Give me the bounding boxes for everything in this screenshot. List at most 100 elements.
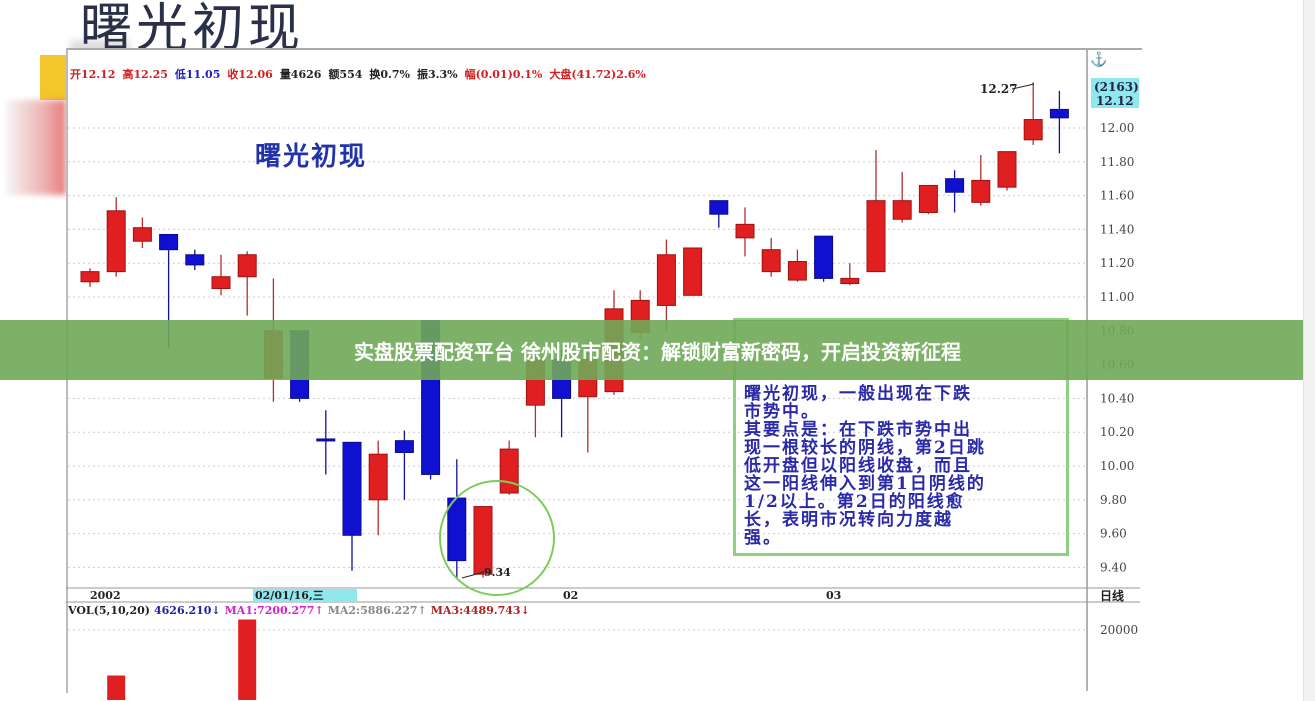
volume-legend-item: VOL(5,10,20) bbox=[68, 604, 150, 617]
date-axis-label: 03 bbox=[826, 589, 841, 602]
quote-field: 大盘(41.72)2.6% bbox=[549, 68, 646, 81]
note-line: 现一根较长的阴线，第2日跳 bbox=[744, 438, 986, 458]
candle-body bbox=[709, 200, 729, 215]
candle-body bbox=[761, 249, 781, 273]
candle bbox=[735, 207, 755, 257]
price-tick-label: 10.00 bbox=[1100, 459, 1134, 473]
candle-body bbox=[132, 227, 152, 242]
candle-body bbox=[368, 453, 388, 501]
price-tick-label: 11.80 bbox=[1100, 155, 1134, 169]
candle bbox=[709, 200, 729, 228]
note-line: 曙光初现，一般出现在下跌 bbox=[744, 384, 972, 404]
quote-field: 幅(0.01)0.1% bbox=[464, 68, 543, 81]
price-tick-label: 11.00 bbox=[1100, 290, 1134, 304]
candle bbox=[683, 247, 703, 296]
article-banner[interactable]: 实盘股票配资平台 徐州股市配资：解锁财富新密码，开启投资新征程 bbox=[0, 320, 1315, 380]
candle bbox=[185, 249, 205, 270]
note-line: 1/2以上。第2日的阳线愈 bbox=[744, 492, 965, 512]
quote-field: 开12.12 bbox=[70, 68, 116, 81]
candle-body bbox=[211, 276, 231, 290]
date-axis-label: 02 bbox=[563, 589, 578, 602]
candle-body bbox=[866, 200, 886, 273]
candle bbox=[761, 237, 781, 277]
volume-bar bbox=[107, 675, 126, 700]
price-tick-label: 11.20 bbox=[1100, 256, 1134, 270]
candle bbox=[80, 268, 100, 287]
candle bbox=[997, 151, 1017, 191]
chart-title: 曙光初现 bbox=[255, 142, 368, 172]
volume-bar bbox=[238, 619, 257, 700]
date-axis-label: 2002 bbox=[90, 589, 121, 602]
explanation-note: 曙光初现，一般出现在下跌 市势中。 其要点是：在下跌市势中出 现一根较长的阴线，第2日… bbox=[733, 318, 1069, 556]
high-annotation: 12.27 bbox=[980, 82, 1018, 96]
candle-body bbox=[185, 254, 205, 266]
candle-body bbox=[316, 438, 336, 442]
candle-body bbox=[159, 233, 179, 251]
note-line: 长，表明市况转向力度越 bbox=[744, 510, 953, 530]
period-label: 日线 bbox=[1100, 588, 1124, 603]
price-tick-label: 9.60 bbox=[1100, 527, 1127, 541]
page-scrollbar[interactable] bbox=[1303, 0, 1315, 701]
candle bbox=[368, 440, 388, 536]
candle-body bbox=[499, 448, 519, 494]
quote-info-line: 开12.12 高12.25 低11.05 收12.06 量4626 额554 换0.7% 振3… bbox=[70, 66, 653, 82]
price-tick-label: 10.20 bbox=[1100, 425, 1134, 439]
candle-body bbox=[106, 210, 126, 273]
candle bbox=[316, 410, 336, 475]
candle-body bbox=[814, 235, 834, 279]
candle bbox=[971, 155, 991, 206]
price-tick-label: 11.60 bbox=[1100, 189, 1134, 203]
date-axis-label: 02/01/16,三 bbox=[255, 589, 324, 602]
candle-body bbox=[394, 440, 414, 453]
price-tick-label: 9.80 bbox=[1100, 493, 1127, 507]
price-tick-label: 11.40 bbox=[1100, 222, 1134, 236]
current-price-box bbox=[1091, 78, 1139, 108]
candle bbox=[814, 235, 834, 282]
quote-field: 振3.3% bbox=[417, 68, 458, 81]
candle bbox=[499, 440, 519, 495]
candle-body bbox=[656, 254, 676, 306]
price-tick-label: 10.40 bbox=[1100, 391, 1134, 405]
candle-body bbox=[892, 200, 912, 220]
volume-legend-item: MA2:5886.227↑ bbox=[327, 604, 427, 617]
quote-field: 收12.06 bbox=[227, 68, 273, 81]
candle-body bbox=[342, 441, 362, 536]
price-tick-label: 12.00 bbox=[1100, 121, 1134, 135]
quote-field: 低11.05 bbox=[174, 68, 221, 81]
volume-legend: VOL(5,10,20) 4626.210↓ MA1:7200.277↑ MA2:58… bbox=[68, 604, 534, 617]
current-price: 12.12 bbox=[1096, 94, 1134, 108]
candle-body bbox=[1023, 119, 1043, 141]
note-line: 其要点是：在下跌市势中出 bbox=[744, 420, 972, 440]
candle bbox=[840, 263, 860, 286]
candle-body bbox=[945, 178, 965, 193]
candle-body bbox=[683, 247, 703, 296]
price-tick-label: 9.40 bbox=[1100, 560, 1127, 574]
candle bbox=[447, 459, 467, 578]
candle bbox=[211, 254, 231, 296]
low-annotation: 9.34 bbox=[484, 566, 511, 579]
candle bbox=[237, 251, 257, 316]
candle bbox=[787, 249, 807, 282]
volume-legend-item: 4626.210↓ bbox=[154, 604, 221, 617]
quote-field: 高12.25 bbox=[122, 68, 168, 81]
quote-field: 换0.7% bbox=[369, 68, 410, 81]
note-line: 这一阳线伸入到第1日阴线的 bbox=[744, 474, 986, 494]
high-marker-line bbox=[1011, 83, 1035, 90]
candle bbox=[342, 441, 362, 571]
candle bbox=[918, 184, 938, 215]
volume-tick-label: 20000 bbox=[1100, 623, 1138, 637]
candle bbox=[1023, 82, 1043, 145]
candle bbox=[1049, 90, 1069, 154]
date-cursor-box bbox=[253, 589, 357, 602]
volume-legend-item: MA1:7200.277↑ bbox=[224, 604, 324, 617]
candle-body bbox=[997, 151, 1017, 188]
highlight-circle bbox=[439, 480, 555, 596]
volume-legend-item: MA3:4489.743↓ bbox=[430, 604, 530, 617]
candle-body bbox=[735, 223, 755, 239]
candle-body bbox=[787, 261, 807, 281]
candle-body bbox=[80, 271, 100, 283]
thumbnail-strip bbox=[5, 100, 66, 195]
note-line: 市势中。 bbox=[744, 402, 820, 422]
low-marker-line bbox=[461, 571, 485, 579]
